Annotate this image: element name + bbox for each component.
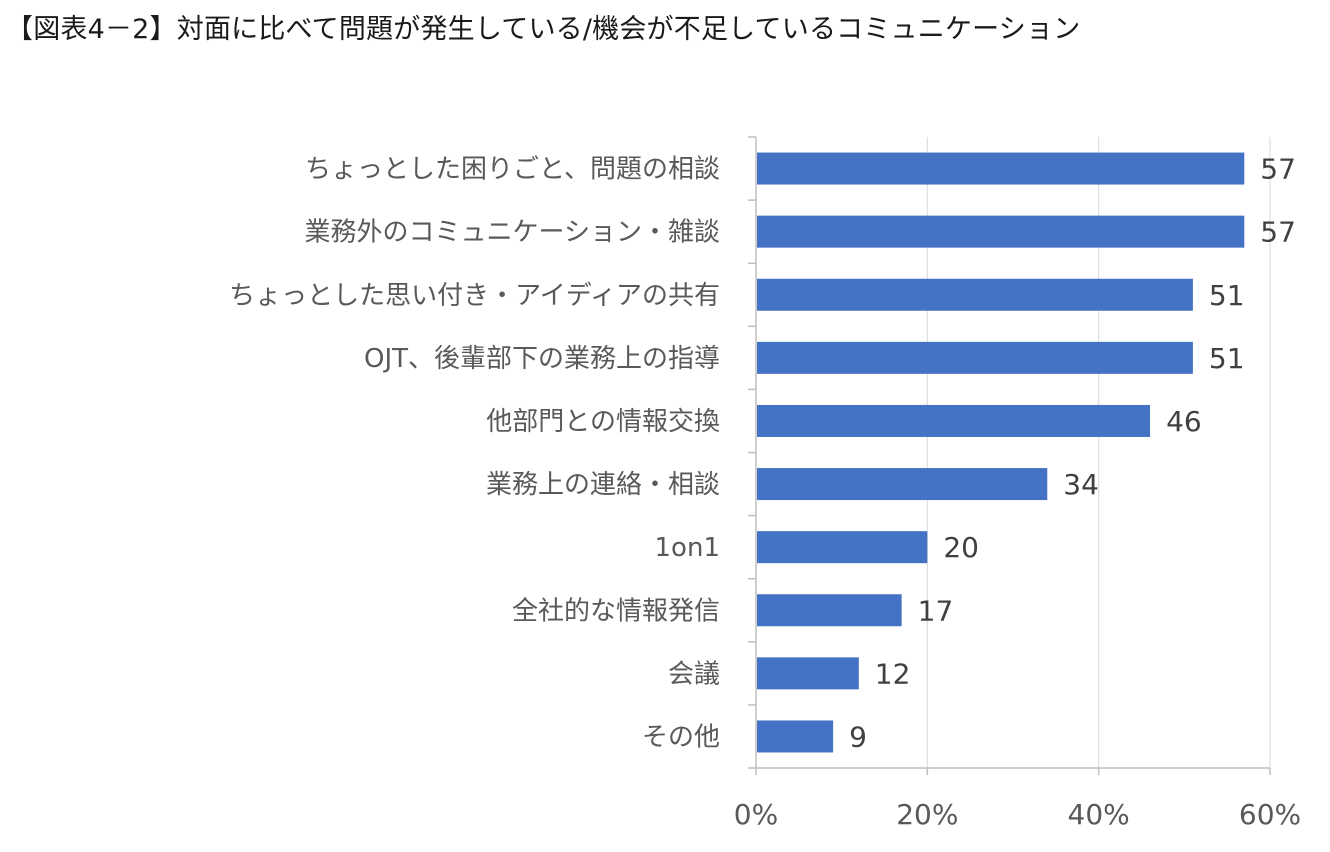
bar [757,468,1048,501]
value-label: 34 [1063,468,1099,501]
figure-title: 【図表4－2】対面に比べて問題が発生している/機会が不足しているコミュニケーショ… [6,14,1081,45]
category-label: OJT、後輩部下の業務上の指導 [364,344,720,374]
bar [757,278,1193,311]
x-tick-label: 40% [1068,798,1130,831]
category-label: 1on1 [655,533,720,563]
bar [757,152,1245,185]
bar [757,531,928,564]
category-label: ちょっとした困りごと、問題の相談 [305,155,720,185]
bar [757,215,1245,248]
value-label: 20 [943,531,979,564]
category-label: ちょっとした思い付き・アイディアの共有 [229,281,720,311]
category-labels: ちょっとした困りごと、問題の相談業務外のコミュニケーション・雑談ちょっとした思い… [229,155,720,753]
value-label: 17 [918,594,954,627]
value-label: 57 [1260,216,1296,249]
category-label: 全社的な情報発信 [512,596,720,626]
x-tick-label: 0% [734,798,778,831]
category-label: 他部門との情報交換 [486,407,720,437]
x-tick-label: 60% [1239,798,1301,831]
value-label: 46 [1166,405,1202,438]
bar [757,720,834,753]
value-label: 9 [849,720,867,753]
category-label: 業務外のコミュニケーション・雑談 [305,218,720,248]
x-tick-label: 20% [896,798,958,831]
axes [748,136,1271,775]
category-label: その他 [642,722,720,752]
value-label: 51 [1209,342,1245,375]
bar [757,657,859,690]
category-label: 会議 [668,659,720,689]
x-tick-labels: 0% 20% 40% 60% [734,798,1301,831]
bar [757,341,1193,374]
category-label: 業務上の連絡・相談 [486,470,720,500]
bars [757,152,1245,753]
value-label: 57 [1260,153,1296,186]
value-label: 51 [1209,279,1245,312]
bar [757,594,902,627]
bar [757,404,1151,437]
value-label: 12 [875,657,911,690]
